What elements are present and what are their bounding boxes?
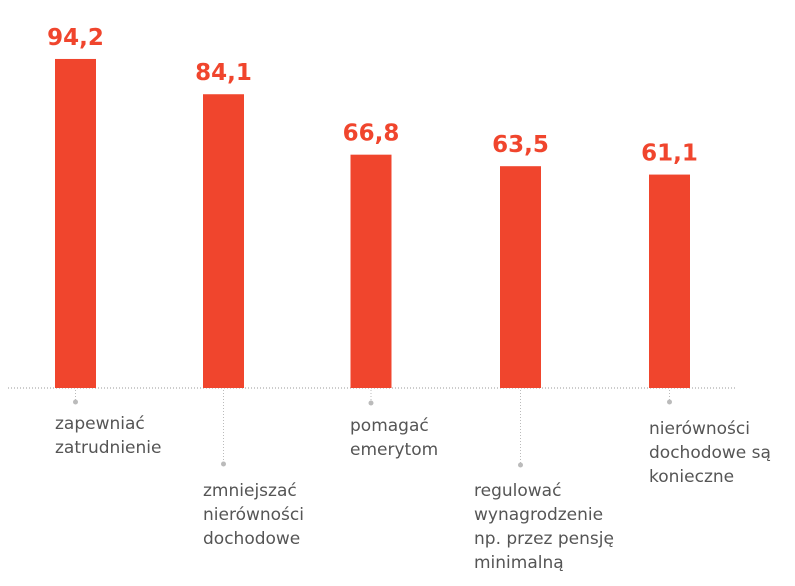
- category-label: nierówności dochodowe są konieczne: [649, 419, 771, 487]
- category-label: zapewniać zatrudnienie: [55, 414, 162, 458]
- leader-dot: [368, 400, 374, 406]
- leader-dot: [73, 399, 78, 405]
- bar: [203, 94, 244, 388]
- category-label: regulować wynagrodzenie np. przez pensję…: [474, 481, 614, 573]
- bar: [350, 154, 392, 388]
- category-label: pomagać emerytom: [350, 416, 439, 460]
- bar: [649, 174, 690, 388]
- category-label: zmniejszać nierówności dochodowe: [203, 481, 304, 549]
- value-label: 63,5: [492, 132, 549, 158]
- bar: [55, 58, 96, 388]
- leader-dot: [518, 462, 523, 468]
- leader-dot: [667, 399, 672, 405]
- value-label: 94,2: [47, 25, 104, 51]
- value-label: 61,1: [641, 141, 698, 167]
- bar: [500, 166, 541, 388]
- value-label: 84,1: [195, 60, 252, 86]
- leader-dot: [221, 461, 226, 467]
- value-label: 66,8: [343, 121, 400, 147]
